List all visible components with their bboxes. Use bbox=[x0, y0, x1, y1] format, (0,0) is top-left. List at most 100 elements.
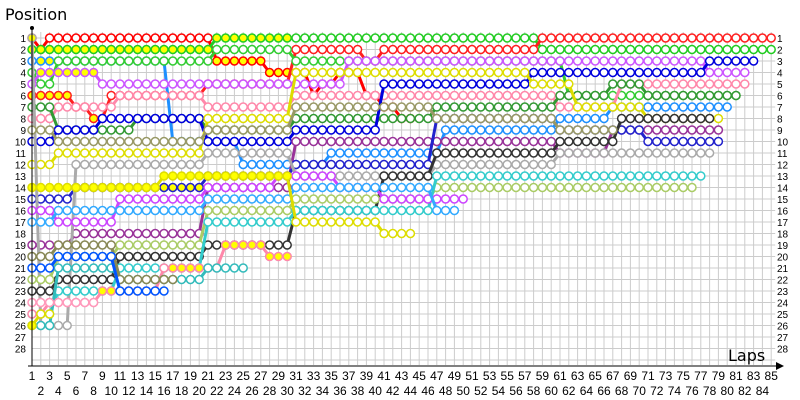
lap-position-point bbox=[634, 125, 644, 135]
x-tick-label: 79 bbox=[712, 369, 726, 383]
lap-position-point bbox=[370, 194, 380, 204]
lap-position-point bbox=[62, 33, 72, 43]
lap-position-point bbox=[396, 136, 407, 147]
lap-position-point bbox=[335, 148, 345, 158]
lap-position-point bbox=[36, 44, 46, 55]
lap-position-point bbox=[326, 182, 336, 193]
lap-position-point bbox=[722, 33, 732, 43]
lap-position-point bbox=[405, 171, 416, 181]
y-tick-label-right: 23 bbox=[777, 287, 789, 298]
lap-position-point bbox=[62, 205, 72, 216]
lap-position-point bbox=[71, 136, 81, 147]
lap-position-point bbox=[546, 148, 556, 158]
lap-position-point bbox=[124, 125, 134, 135]
lap-position-point bbox=[528, 79, 539, 89]
lap-position-point bbox=[449, 171, 460, 181]
lap-position-point bbox=[36, 136, 46, 147]
lap-position-point bbox=[643, 136, 653, 147]
lap-position-point bbox=[97, 102, 108, 112]
lap-position-point bbox=[247, 148, 257, 158]
lap-position-point bbox=[71, 44, 81, 55]
lap-position-point bbox=[687, 182, 697, 193]
lap-position-point bbox=[220, 125, 231, 135]
lap-position-point bbox=[344, 44, 354, 55]
y-tick-label-right: 21 bbox=[777, 264, 789, 275]
lap-position-point bbox=[405, 159, 416, 170]
lap-position-point bbox=[546, 79, 556, 89]
lap-position-point bbox=[599, 67, 609, 78]
lap-position-point bbox=[440, 67, 451, 78]
lap-position-point bbox=[449, 44, 460, 55]
lap-position-point bbox=[625, 148, 636, 158]
lap-position-point bbox=[476, 102, 486, 112]
lap-position-point bbox=[432, 148, 442, 158]
lap-position-point bbox=[282, 205, 292, 216]
series-20 bbox=[27, 182, 460, 227]
lap-position-point bbox=[212, 113, 222, 124]
lap-position-point bbox=[423, 67, 433, 78]
x-tick-label: 4 bbox=[55, 384, 62, 398]
lap-position-point bbox=[361, 159, 372, 170]
lap-position-point bbox=[80, 251, 90, 262]
lap-position-point bbox=[168, 56, 178, 66]
lap-position-point bbox=[449, 182, 460, 193]
lap-position-point bbox=[361, 102, 372, 112]
lap-position-point bbox=[537, 148, 548, 158]
lap-position-point bbox=[405, 102, 416, 112]
lap-position-point bbox=[132, 274, 143, 285]
lap-position-point bbox=[115, 90, 125, 101]
lap-position-point bbox=[220, 102, 231, 112]
y-tick-label-left: 12 bbox=[15, 161, 27, 172]
lap-position-point bbox=[388, 228, 398, 239]
lap-position-point bbox=[150, 113, 160, 124]
x-tick-label: 50 bbox=[457, 384, 471, 398]
lap-position-point bbox=[546, 125, 556, 135]
lap-position-point bbox=[379, 148, 389, 158]
lap-position-point bbox=[256, 148, 266, 158]
lap-position-point bbox=[212, 205, 222, 216]
lap-position-point bbox=[36, 205, 46, 216]
lap-position-point bbox=[62, 90, 72, 101]
lap-position-point bbox=[141, 205, 152, 216]
lap-position-point bbox=[537, 102, 548, 112]
lap-position-point bbox=[256, 205, 266, 216]
lap-position-point bbox=[185, 251, 196, 262]
y-tick-label-right: 1 bbox=[777, 34, 783, 45]
lap-position-point bbox=[458, 171, 468, 181]
lap-position-point bbox=[405, 113, 416, 124]
x-tick-label: 51 bbox=[465, 369, 479, 383]
lap-position-point bbox=[185, 194, 196, 204]
lap-position-point bbox=[141, 113, 152, 124]
lap-position-point bbox=[432, 171, 442, 181]
lap-position-point bbox=[141, 251, 152, 262]
lap-position-point bbox=[80, 205, 90, 216]
y-tick-label-left: 28 bbox=[15, 345, 27, 356]
lap-position-point bbox=[625, 33, 636, 43]
lap-position-point bbox=[388, 56, 398, 66]
lap-position-point bbox=[704, 125, 715, 135]
lap-position-point bbox=[44, 263, 55, 273]
lap-position-point bbox=[326, 33, 336, 43]
x-tick-label: 40 bbox=[369, 384, 383, 398]
x-tick-label: 46 bbox=[421, 384, 435, 398]
lap-position-point bbox=[379, 56, 389, 66]
x-tick-label: 2 bbox=[37, 384, 44, 398]
lap-position-point bbox=[581, 102, 592, 112]
lap-position-point bbox=[212, 102, 222, 112]
lap-position-point bbox=[396, 102, 407, 112]
lap-position-point bbox=[44, 205, 55, 216]
lap-position-point bbox=[740, 56, 750, 66]
lap-position-point bbox=[71, 263, 81, 273]
lap-position-point bbox=[256, 44, 266, 55]
lap-position-point bbox=[62, 251, 72, 262]
lap-position-point bbox=[308, 113, 319, 124]
lap-position-point bbox=[502, 182, 512, 193]
lap-position-point bbox=[185, 136, 196, 147]
lap-position-point bbox=[80, 33, 90, 43]
lap-position-point bbox=[616, 102, 627, 112]
lap-position-point bbox=[88, 33, 99, 43]
lap-position-point bbox=[124, 194, 134, 204]
lap-position-point bbox=[352, 171, 363, 181]
lap-position-point bbox=[546, 90, 556, 101]
x-tick-label: 39 bbox=[360, 369, 374, 383]
